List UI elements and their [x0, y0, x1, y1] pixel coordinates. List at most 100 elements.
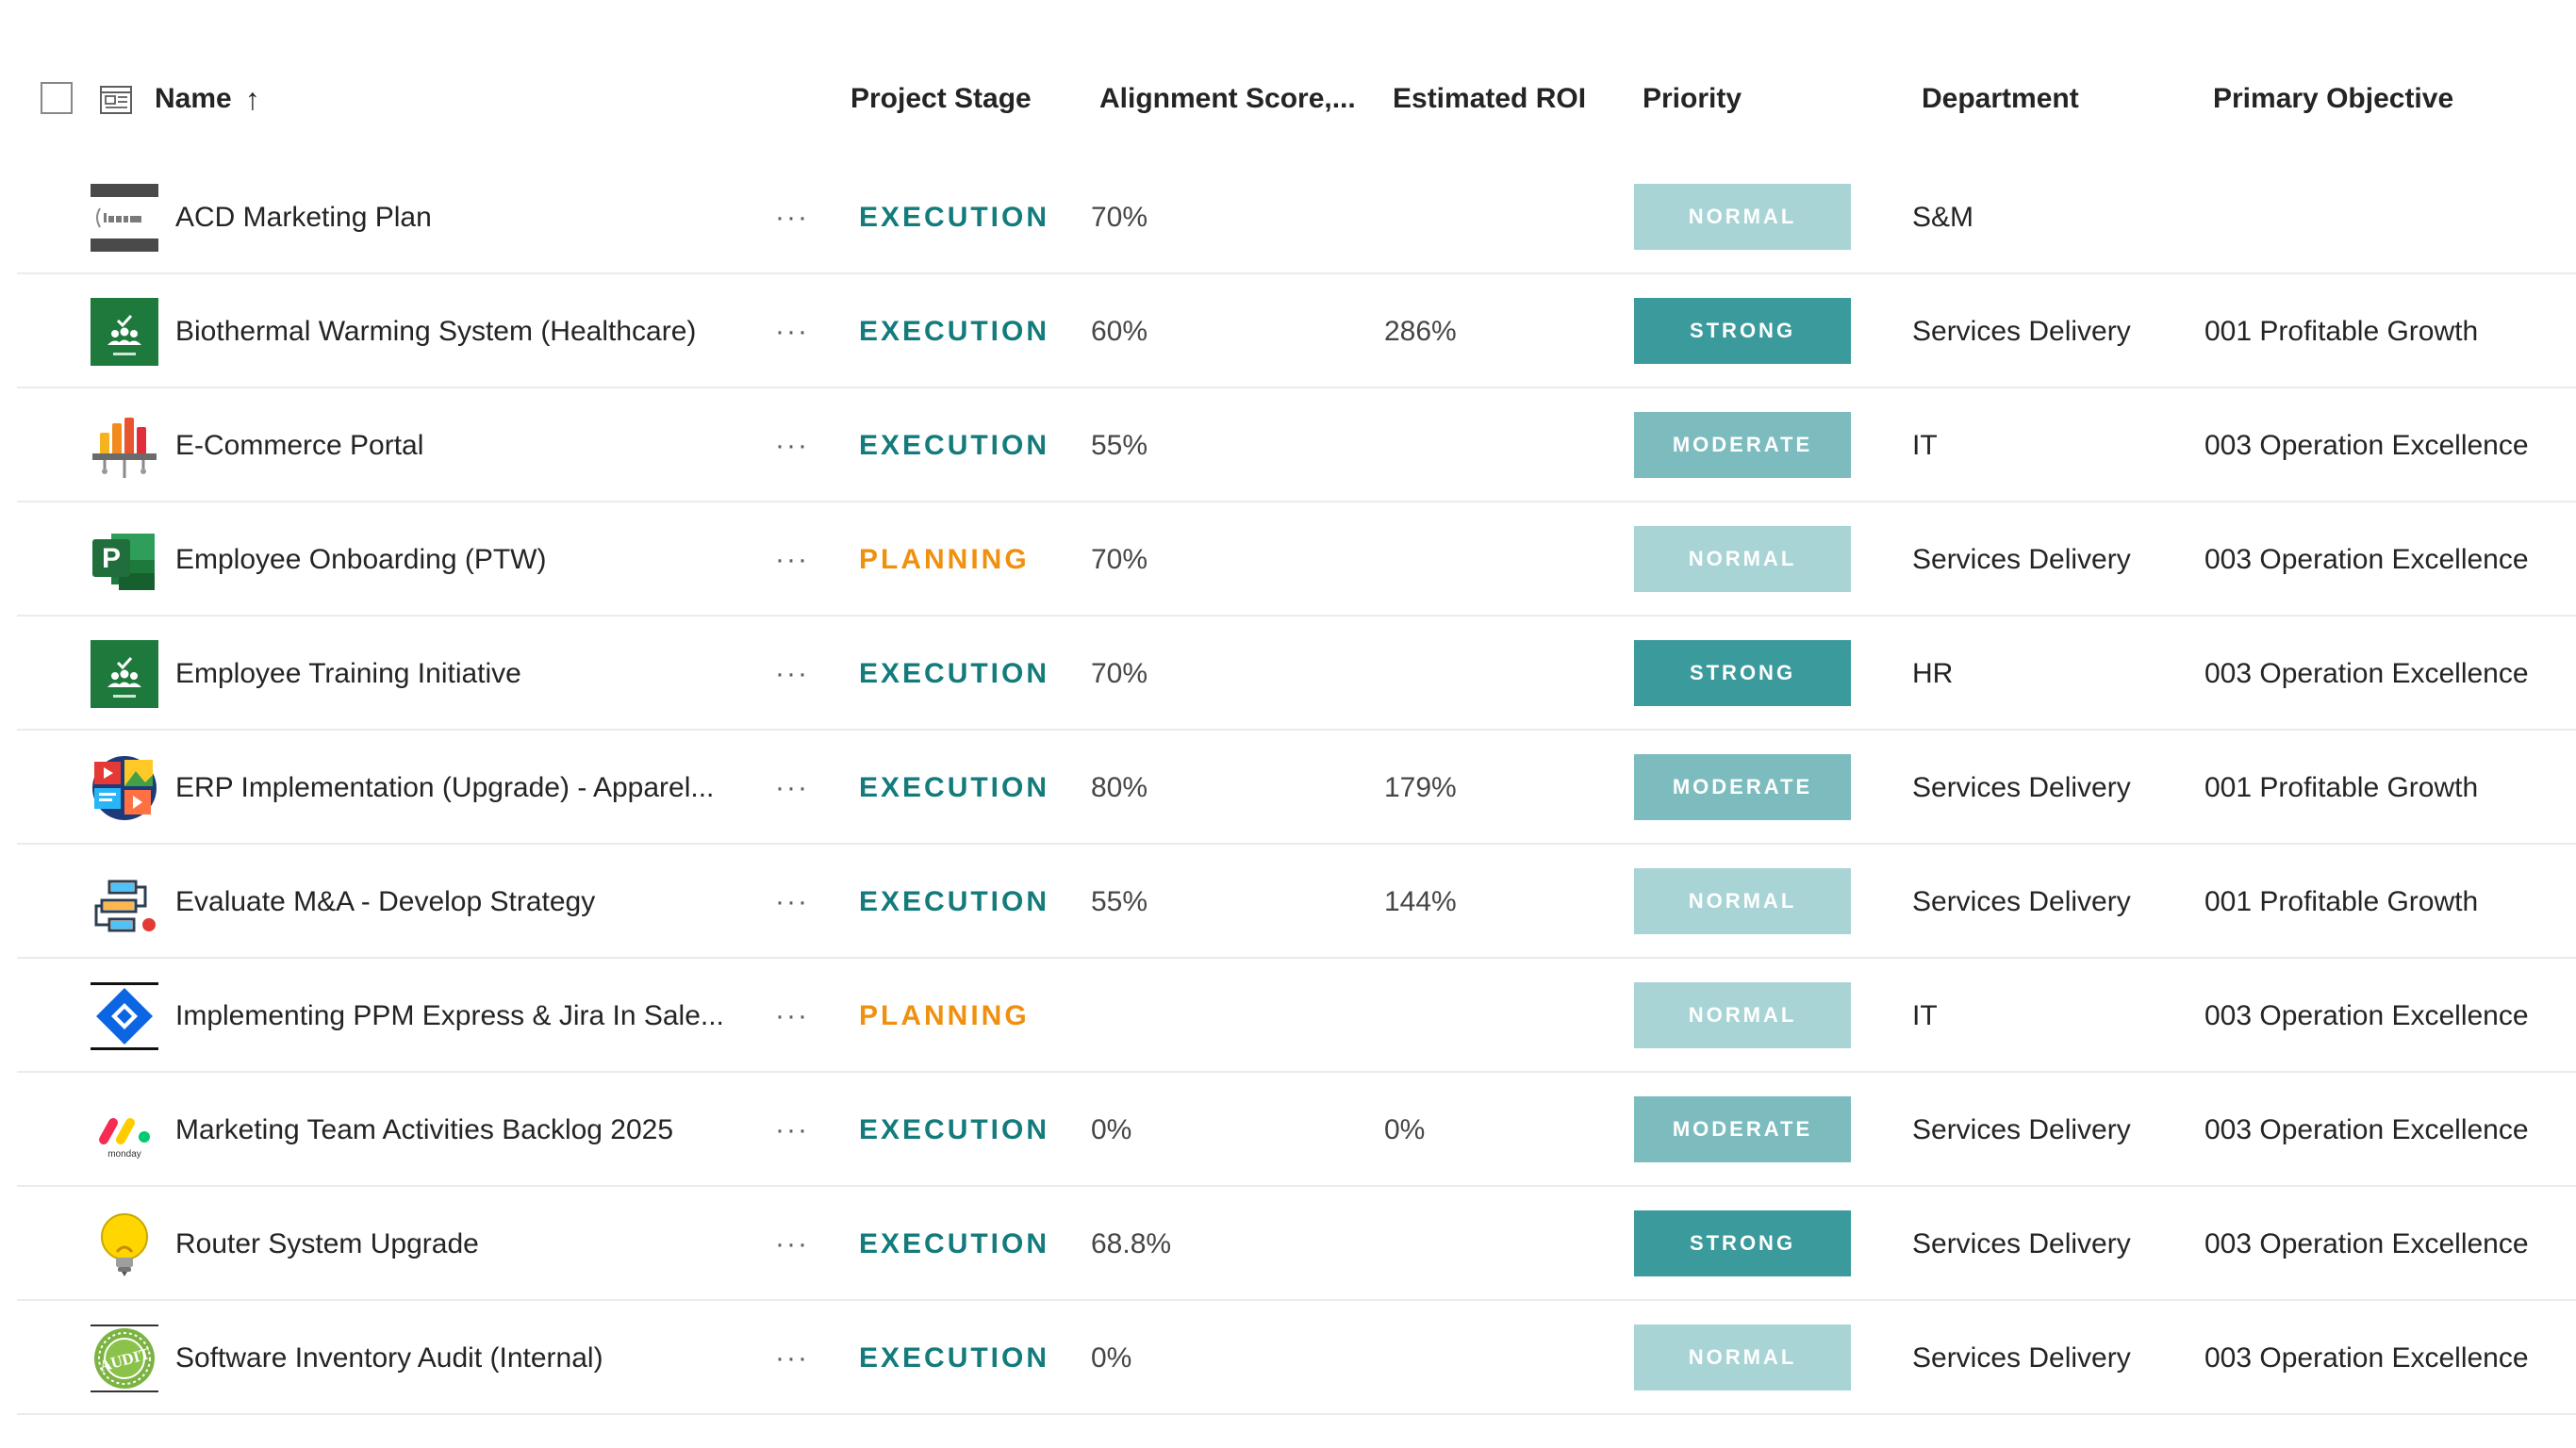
department: S&M	[1912, 201, 1974, 233]
more-options-button[interactable]: ···	[775, 999, 809, 1031]
project-stage: EXECUTION	[859, 771, 1050, 803]
project-name-link[interactable]: Router System Upgrade	[175, 1187, 741, 1301]
column-header-project-stage[interactable]: Project Stage	[850, 83, 1032, 114]
row-divider	[17, 729, 2576, 731]
project-name-link[interactable]: Employee Training Initiative	[175, 617, 741, 731]
project-name-link[interactable]: E-Commerce Portal	[175, 388, 741, 502]
project-name-link[interactable]: Evaluate M&A - Develop Strategy	[175, 845, 741, 959]
project-name: ACD Marketing Plan	[175, 201, 432, 233]
flowchart-icon	[91, 868, 158, 936]
table-row[interactable]: P Employee Onboarding (PTW) ··· PLANNING…	[0, 502, 2576, 617]
project-stage: EXECUTION	[859, 1227, 1050, 1259]
alignment-score: 70%	[1091, 657, 1148, 689]
project-stage: EXECUTION	[859, 1113, 1050, 1145]
select-all-checkbox[interactable]	[41, 82, 73, 114]
estimated-roi: 144%	[1384, 885, 1457, 917]
alignment-score: 60%	[1091, 315, 1148, 347]
table-row[interactable]: Implementing PPM Express & Jira In Sale.…	[0, 959, 2576, 1073]
row-divider	[17, 1185, 2576, 1187]
project-name: Employee Training Initiative	[175, 657, 521, 689]
table-row[interactable]: ERP Implementation (Upgrade) - Apparel..…	[0, 731, 2576, 845]
department: Services Delivery	[1912, 885, 2131, 917]
more-options-button[interactable]: ···	[775, 885, 809, 917]
priority-badge: NORMAL	[1634, 1325, 1851, 1390]
table-row[interactable]: Biothermal Warming System (Healthcare) ·…	[0, 274, 2576, 388]
project-name: Implementing PPM Express & Jira In Sale.…	[175, 999, 724, 1031]
estimated-roi: 179%	[1384, 771, 1457, 803]
more-options-button[interactable]: ···	[775, 543, 809, 575]
project-name-link[interactable]: Software Inventory Audit (Internal)	[175, 1301, 741, 1415]
project-name: Employee Onboarding (PTW)	[175, 543, 547, 575]
more-options-button[interactable]: ···	[775, 1113, 809, 1145]
table-row[interactable]: Employee Training Initiative ··· EXECUTI…	[0, 617, 2576, 731]
table-row[interactable]: Evaluate M&A - Develop Strategy ··· EXEC…	[0, 845, 2576, 959]
row-divider	[17, 1299, 2576, 1301]
monday-logo-icon: monday	[91, 1096, 158, 1164]
priority-badge: MODERATE	[1634, 1096, 1851, 1162]
project-name: Evaluate M&A - Develop Strategy	[175, 885, 596, 917]
department: IT	[1912, 429, 1938, 461]
row-divider	[17, 501, 2576, 502]
project-stage: EXECUTION	[859, 201, 1050, 233]
project-name-link[interactable]: Biothermal Warming System (Healthcare)	[175, 274, 741, 388]
file-type-icon[interactable]	[98, 81, 134, 117]
project-name-link[interactable]: ACD Marketing Plan	[175, 160, 741, 274]
alignment-score: 55%	[1091, 885, 1148, 917]
project-stage: EXECUTION	[859, 429, 1050, 461]
project-name-link[interactable]: Implementing PPM Express & Jira In Sale.…	[175, 959, 741, 1073]
row-divider	[17, 615, 2576, 617]
column-header-estimated-roi[interactable]: Estimated ROI	[1393, 83, 1587, 114]
project-name-link[interactable]: ERP Implementation (Upgrade) - Apparel..…	[175, 731, 741, 845]
project-name-link[interactable]: Employee Onboarding (PTW)	[175, 502, 741, 617]
table-row[interactable]: AUDIT Software Inventory Audit (Internal…	[0, 1301, 2576, 1415]
project-name: ERP Implementation (Upgrade) - Apparel..…	[175, 771, 715, 803]
primary-objective: 003 Operation Excellence	[2204, 657, 2529, 689]
project-name: Marketing Team Activities Backlog 2025	[175, 1113, 674, 1145]
table-row[interactable]: monday Marketing Team Activities Backlog…	[0, 1073, 2576, 1187]
project-stage: EXECUTION	[859, 315, 1050, 347]
department: IT	[1912, 999, 1938, 1031]
primary-objective: 003 Operation Excellence	[2204, 1113, 2529, 1145]
column-header-primary-objective[interactable]: Primary Objective	[2213, 83, 2454, 114]
priority-badge: NORMAL	[1634, 868, 1851, 934]
priority-badge: MODERATE	[1634, 412, 1851, 478]
project-name: Router System Upgrade	[175, 1227, 479, 1259]
department: Services Delivery	[1912, 771, 2131, 803]
more-options-button[interactable]: ···	[775, 657, 809, 689]
table-row[interactable]: Router System Upgrade ··· EXECUTION 68.8…	[0, 1187, 2576, 1301]
table-row[interactable]: E-Commerce Portal ··· EXECUTION 55% MODE…	[0, 388, 2576, 502]
primary-objective: 003 Operation Excellence	[2204, 999, 2529, 1031]
priority-badge: MODERATE	[1634, 754, 1851, 820]
media-collage-icon	[91, 754, 158, 822]
column-header-name-label: Name	[155, 83, 232, 114]
project-name-link[interactable]: Marketing Team Activities Backlog 2025	[175, 1073, 741, 1187]
alignment-score: 70%	[1091, 201, 1148, 233]
project-name: Biothermal Warming System (Healthcare)	[175, 315, 697, 347]
audit-stamp-icon: AUDIT	[91, 1325, 158, 1392]
lightbulb-icon	[91, 1210, 158, 1278]
svg-text:monday: monday	[107, 1149, 141, 1160]
column-header-department[interactable]: Department	[1922, 83, 2079, 114]
row-divider	[17, 843, 2576, 845]
column-header-row: Name ↑ Project Stage Alignment Score,...…	[0, 58, 2576, 140]
more-options-button[interactable]: ···	[775, 771, 809, 803]
column-header-alignment-score[interactable]: Alignment Score,...	[1099, 83, 1356, 114]
primary-objective: 001 Profitable Growth	[2204, 771, 2479, 803]
column-header-priority[interactable]: Priority	[1643, 83, 1742, 114]
more-options-button[interactable]: ···	[775, 1341, 809, 1374]
project-stage: PLANNING	[859, 543, 1030, 575]
jira-icon	[91, 982, 158, 1050]
priority-badge: STRONG	[1634, 298, 1851, 364]
planner-icon	[91, 640, 158, 708]
column-header-name[interactable]: Name ↑	[155, 58, 260, 140]
row-divider	[17, 272, 2576, 274]
department: Services Delivery	[1912, 1227, 2131, 1259]
project-stage: EXECUTION	[859, 657, 1050, 689]
more-options-button[interactable]: ···	[775, 429, 809, 461]
priority-badge: NORMAL	[1634, 184, 1851, 250]
more-options-button[interactable]: ···	[775, 1227, 809, 1259]
more-options-button[interactable]: ···	[775, 201, 809, 233]
table-row[interactable]: ACD Marketing Plan ··· EXECUTION 70% NOR…	[0, 160, 2576, 274]
more-options-button[interactable]: ···	[775, 315, 809, 347]
